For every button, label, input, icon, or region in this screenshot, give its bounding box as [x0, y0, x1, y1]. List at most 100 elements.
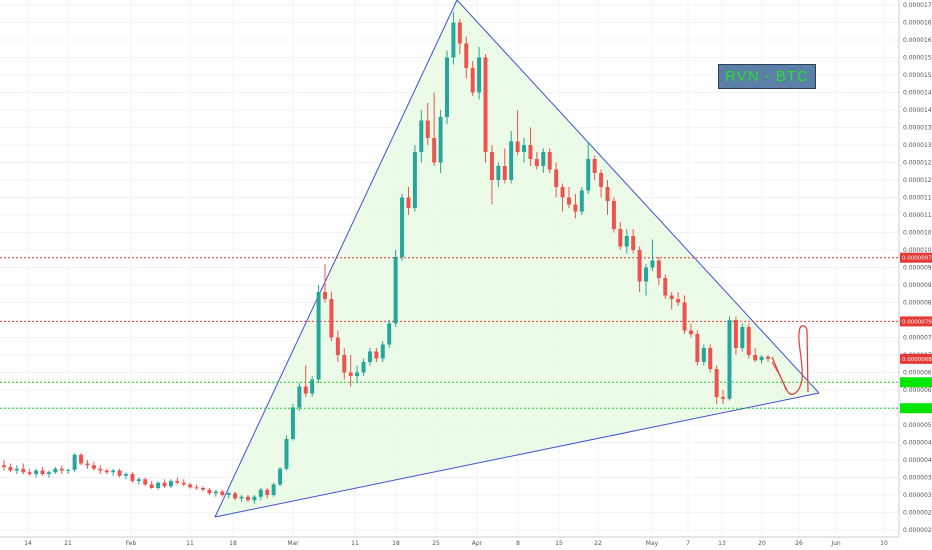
y-tick-label: 0.00000650 — [903, 370, 932, 377]
candle — [374, 348, 379, 362]
horizontal-lines-layer — [0, 257, 898, 409]
x-tick-label: 18 — [229, 540, 237, 547]
candle-body — [91, 465, 96, 469]
candle — [181, 479, 186, 487]
candle — [66, 468, 71, 474]
candle — [34, 468, 39, 478]
candle — [258, 488, 263, 501]
x-tick-label: May — [646, 540, 659, 547]
candle-body — [46, 472, 51, 474]
x-tick-label: 8 — [516, 540, 520, 547]
candle-body — [733, 320, 738, 348]
candle — [656, 257, 661, 285]
x-tick-label: 22 — [594, 540, 602, 547]
candle — [316, 285, 321, 383]
y-tick-label: 0.00000850 — [903, 300, 932, 307]
candle-body — [201, 488, 206, 490]
candle — [541, 148, 546, 173]
price-label-tag: 0.00000978 — [900, 252, 932, 263]
x-tick-label: Jun — [830, 540, 841, 547]
candle — [611, 197, 616, 233]
candle — [168, 479, 173, 488]
candle-body — [168, 481, 173, 487]
candle-body — [284, 439, 289, 469]
candle — [329, 292, 334, 341]
x-tick-label: Mar — [287, 540, 299, 547]
candle-body — [220, 491, 225, 495]
candle — [98, 465, 103, 474]
candle-body — [34, 470, 39, 474]
y-tick-label: 0.00001000 — [903, 247, 932, 254]
candle — [406, 187, 411, 215]
candle-body — [688, 330, 693, 334]
price-label-bg — [900, 403, 932, 414]
x-tick-label: 7 — [686, 540, 690, 547]
candle — [663, 274, 668, 299]
candle — [252, 495, 257, 504]
candle — [489, 145, 494, 205]
candle — [566, 187, 571, 208]
candle-body — [438, 117, 443, 163]
candle — [534, 152, 539, 170]
candle-body — [592, 159, 597, 173]
candle — [451, 12, 456, 65]
candle — [746, 323, 751, 359]
candle — [207, 488, 212, 495]
candle-body — [759, 356, 764, 361]
candle — [387, 320, 392, 348]
candle — [733, 316, 738, 355]
candle-body — [573, 204, 578, 212]
candle-body — [387, 323, 392, 345]
y-tick-label: 0.00000350 — [903, 475, 932, 482]
candle-body — [2, 465, 6, 467]
candle — [40, 467, 45, 476]
candle-body — [21, 468, 26, 473]
candle — [156, 481, 161, 490]
x-tick-label: 18 — [392, 540, 400, 547]
candle-body — [509, 141, 514, 180]
candle-body — [310, 379, 315, 394]
candle-body — [265, 489, 270, 495]
candle-body — [252, 496, 257, 501]
candle — [361, 358, 366, 376]
candle — [117, 468, 122, 478]
candle-body — [213, 491, 218, 494]
price-label-bg — [900, 316, 932, 327]
y-tick-label: 0.00000500 — [903, 422, 932, 429]
price-label-bg — [900, 252, 932, 263]
candle-body — [522, 145, 527, 152]
candle-body — [560, 187, 565, 198]
candle-body — [753, 355, 758, 361]
candle — [393, 250, 398, 327]
candle — [201, 486, 206, 492]
candle — [91, 461, 96, 471]
candle — [278, 467, 283, 487]
candle — [631, 229, 636, 254]
candle — [303, 365, 308, 397]
candle-body — [695, 334, 700, 362]
y-tick-label: 0.00001500 — [903, 72, 932, 79]
time-axis[interactable]: 14 21 Feb 11 18 Mar 11 18 25 Apr 8 15 22 May 7 13 20 26 Ju… — [0, 536, 898, 547]
triangle-layer — [214, 0, 820, 518]
candle-body — [746, 327, 751, 355]
x-tick-label: 25 — [432, 540, 440, 547]
candle — [592, 155, 597, 180]
candle-body — [355, 372, 360, 376]
candle-body — [258, 489, 263, 497]
candle — [355, 365, 360, 383]
x-tick-label: 21 — [64, 540, 72, 547]
candle — [528, 127, 533, 166]
price-axis[interactable]: 0.00001700 0.00001650 0.00001600 0.00001550… — [898, 0, 932, 537]
y-tick-label: 0.00001250 — [903, 160, 932, 167]
candle-body — [425, 120, 430, 138]
candle-body — [412, 152, 417, 208]
candle-body — [669, 295, 674, 299]
candle — [727, 316, 732, 401]
projection-sketch-stroke — [771, 361, 787, 391]
candle-body — [432, 138, 437, 163]
candle — [265, 488, 270, 499]
price-label-bg — [900, 353, 932, 364]
candle — [175, 477, 180, 485]
candle-body — [271, 484, 276, 495]
